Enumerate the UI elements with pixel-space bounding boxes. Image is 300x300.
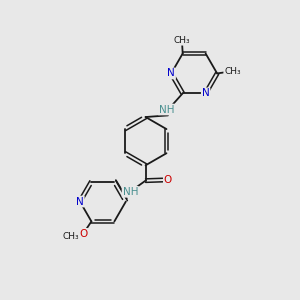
Text: CH₃: CH₃	[224, 68, 241, 76]
Text: N: N	[167, 68, 175, 78]
Text: O: O	[79, 229, 87, 239]
Text: NH: NH	[122, 187, 138, 197]
Text: N: N	[76, 196, 84, 206]
Text: N: N	[202, 88, 209, 98]
Text: NH: NH	[159, 104, 174, 115]
Text: CH₃: CH₃	[62, 232, 79, 241]
Text: O: O	[164, 175, 172, 185]
Text: CH₃: CH₃	[174, 36, 190, 45]
